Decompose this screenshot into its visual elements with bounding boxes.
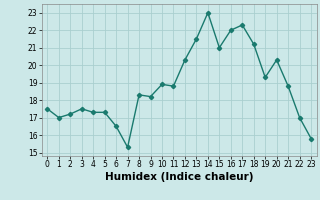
X-axis label: Humidex (Indice chaleur): Humidex (Indice chaleur) [105, 172, 253, 182]
